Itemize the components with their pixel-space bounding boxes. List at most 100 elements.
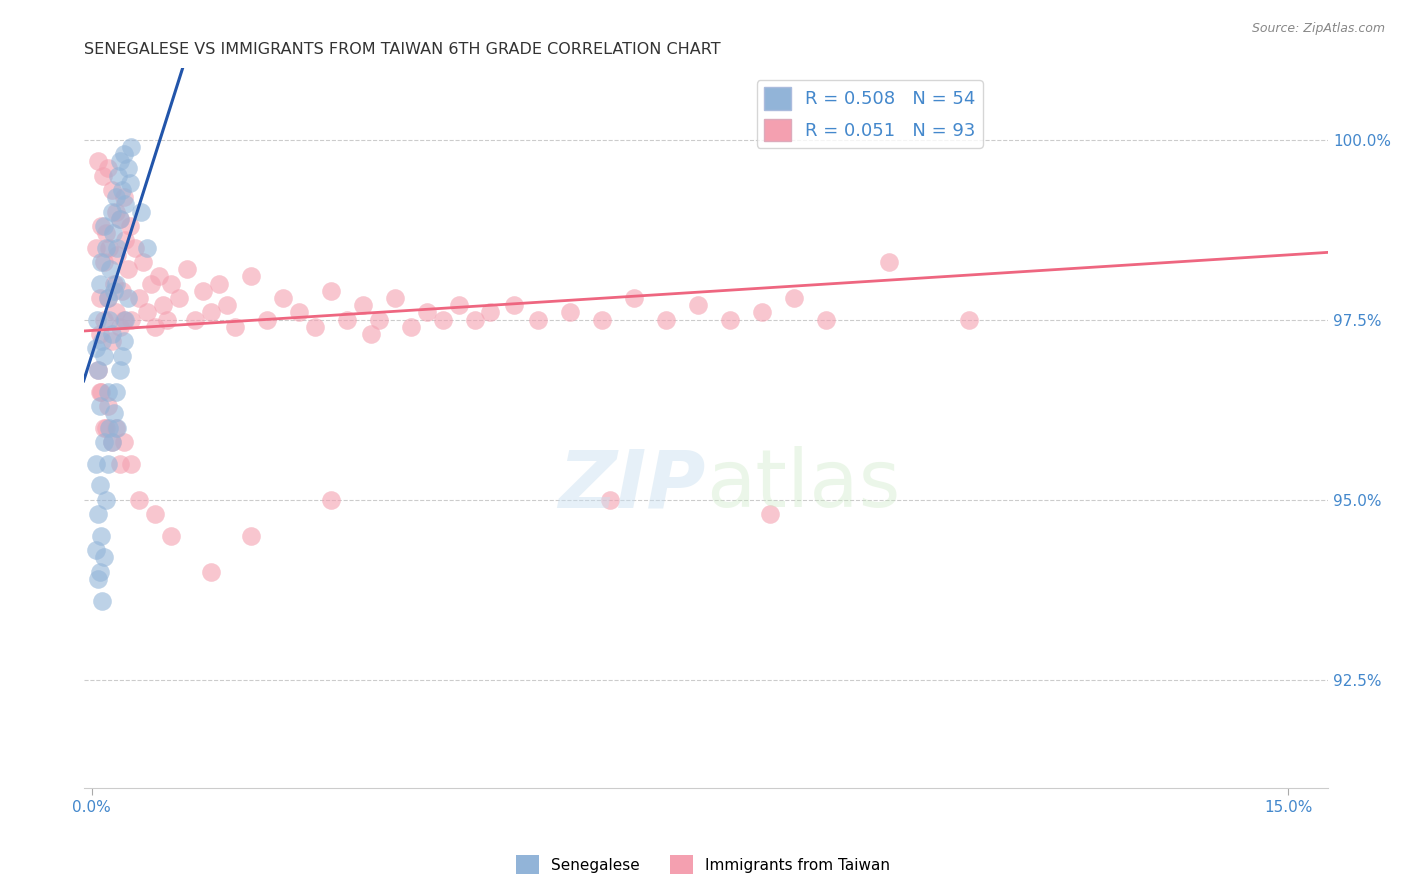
Point: [98, 262, 121, 277]
Point: [447, 298, 470, 312]
Point: [93, 349, 115, 363]
Point: [94, 420, 117, 434]
Point: [97, 291, 120, 305]
Point: [152, 298, 174, 312]
Point: [814, 312, 837, 326]
Point: [352, 298, 374, 312]
Point: [256, 312, 278, 326]
Point: [384, 291, 406, 305]
Point: [217, 298, 239, 312]
Point: [89, 565, 111, 579]
Point: [93, 420, 115, 434]
Point: [160, 529, 183, 543]
Point: [97, 384, 120, 399]
Point: [145, 507, 167, 521]
Point: [84, 342, 107, 356]
Point: [90, 529, 112, 543]
Point: [655, 312, 678, 326]
Point: [90, 219, 112, 233]
Point: [782, 291, 804, 305]
Point: [97, 457, 120, 471]
Point: [94, 492, 117, 507]
Point: [114, 312, 136, 326]
Point: [86, 312, 108, 326]
Point: [93, 550, 115, 565]
Point: [114, 197, 136, 211]
Point: [87, 363, 110, 377]
Point: [112, 147, 135, 161]
Point: [100, 435, 122, 450]
Point: [304, 319, 326, 334]
Point: [87, 507, 110, 521]
Point: [367, 312, 389, 326]
Point: [111, 183, 134, 197]
Point: [84, 543, 107, 558]
Point: [89, 399, 111, 413]
Point: [93, 255, 115, 269]
Point: [94, 227, 117, 241]
Point: [93, 219, 115, 233]
Point: [464, 312, 486, 326]
Point: [86, 241, 108, 255]
Point: [105, 241, 128, 255]
Point: [129, 204, 152, 219]
Point: [103, 406, 125, 420]
Point: [91, 169, 114, 183]
Point: [108, 319, 131, 334]
Point: [240, 269, 263, 284]
Point: [97, 291, 120, 305]
Point: [432, 312, 454, 326]
Point: [879, 255, 901, 269]
Point: [271, 291, 294, 305]
Legend: R = 0.508   N = 54, R = 0.051   N = 93: R = 0.508 N = 54, R = 0.051 N = 93: [756, 80, 983, 148]
Point: [112, 190, 135, 204]
Point: [957, 312, 980, 326]
Point: [91, 593, 114, 607]
Point: [718, 312, 741, 326]
Text: Source: ZipAtlas.com: Source: ZipAtlas.com: [1251, 22, 1385, 36]
Point: [98, 420, 121, 434]
Point: [100, 334, 122, 349]
Point: [288, 305, 311, 319]
Point: [193, 284, 215, 298]
Point: [124, 241, 146, 255]
Legend: Senegalese, Immigrants from Taiwan: Senegalese, Immigrants from Taiwan: [509, 849, 897, 880]
Point: [145, 319, 167, 334]
Point: [94, 241, 117, 255]
Point: [148, 269, 170, 284]
Point: [128, 291, 150, 305]
Text: SENEGALESE VS IMMIGRANTS FROM TAIWAN 6TH GRADE CORRELATION CHART: SENEGALESE VS IMMIGRANTS FROM TAIWAN 6TH…: [83, 42, 720, 57]
Point: [117, 291, 139, 305]
Point: [319, 284, 342, 298]
Point: [103, 284, 125, 298]
Point: [93, 312, 115, 326]
Point: [104, 204, 127, 219]
Point: [686, 298, 709, 312]
Text: ZIP: ZIP: [558, 446, 706, 524]
Point: [108, 457, 131, 471]
Point: [184, 312, 207, 326]
Point: [118, 176, 141, 190]
Point: [100, 435, 122, 450]
Point: [104, 384, 127, 399]
Point: [128, 492, 150, 507]
Point: [118, 219, 141, 233]
Point: [89, 277, 111, 291]
Point: [751, 305, 773, 319]
Point: [105, 248, 128, 262]
Point: [108, 154, 131, 169]
Point: [503, 298, 526, 312]
Point: [160, 277, 183, 291]
Point: [336, 312, 359, 326]
Point: [98, 241, 121, 255]
Point: [623, 291, 645, 305]
Point: [399, 319, 422, 334]
Point: [200, 565, 222, 579]
Point: [84, 457, 107, 471]
Point: [103, 277, 125, 291]
Point: [108, 363, 131, 377]
Point: [415, 305, 437, 319]
Point: [758, 507, 780, 521]
Point: [200, 305, 222, 319]
Point: [104, 305, 127, 319]
